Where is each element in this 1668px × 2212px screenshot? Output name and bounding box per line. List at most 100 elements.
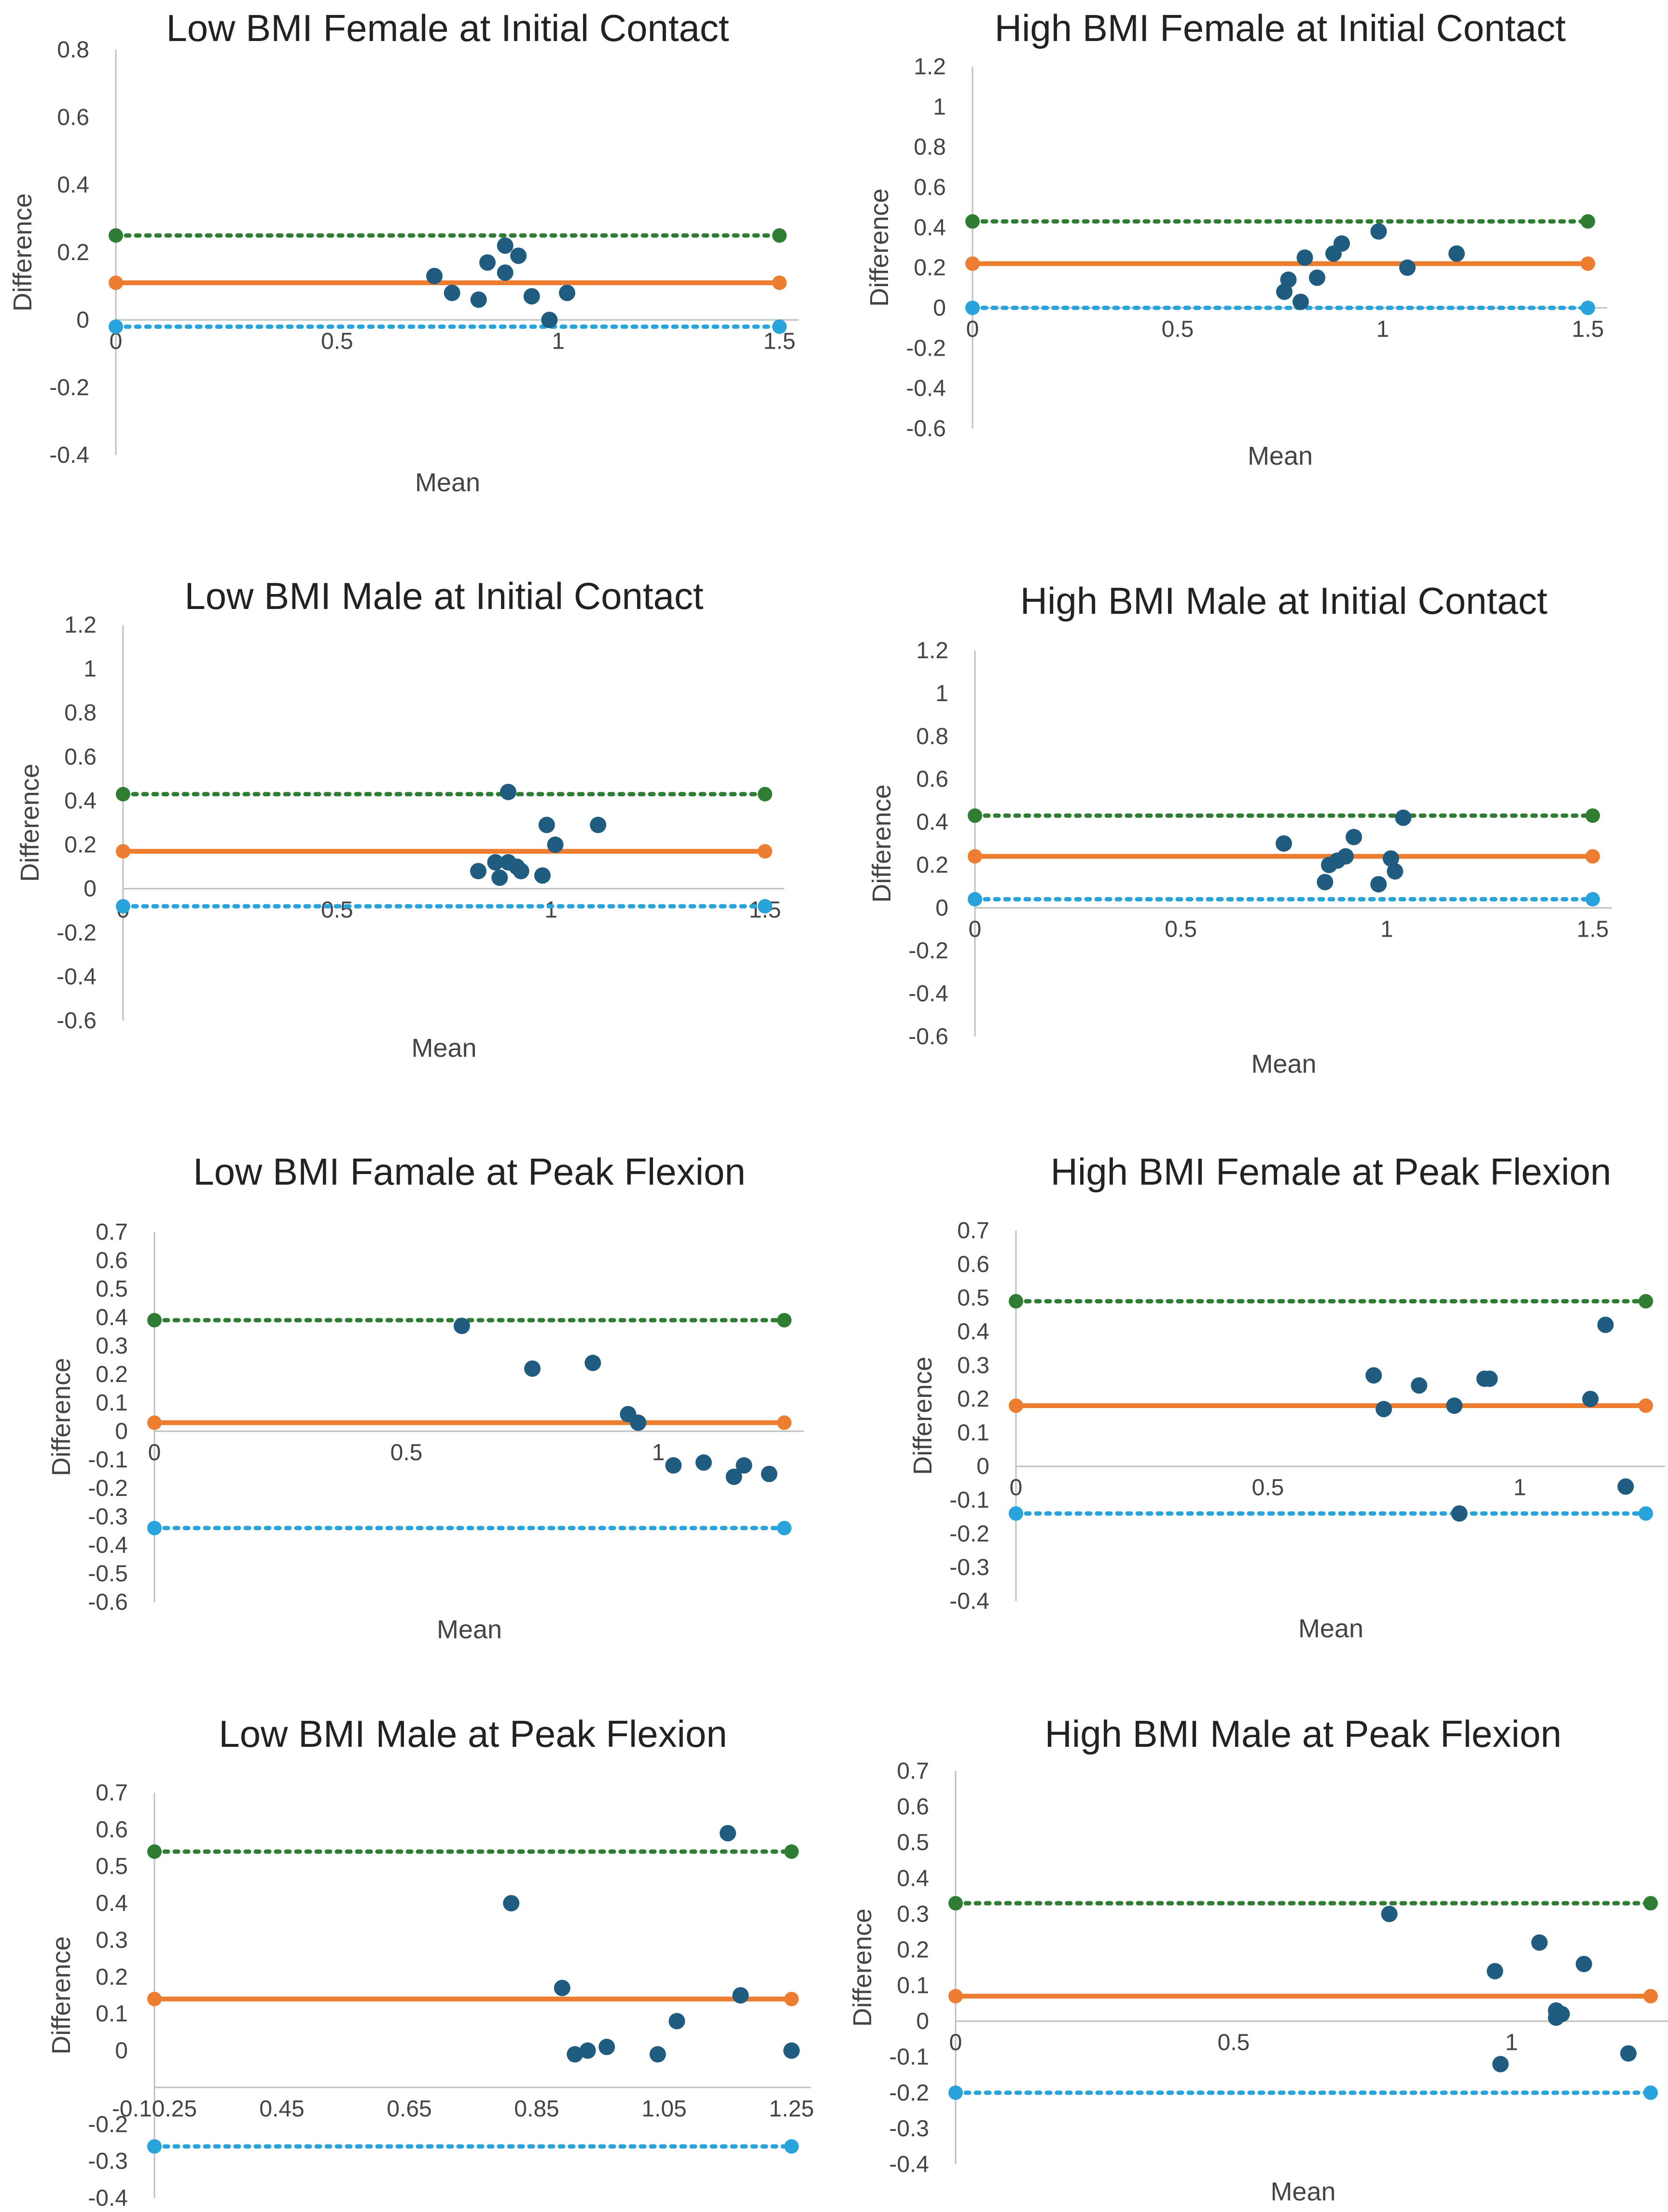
mean-difference-endpoint [147,1991,162,2006]
y-tick-label: -0.6 [906,416,946,442]
data-point [1531,1934,1548,1951]
data-point [665,1457,682,1474]
panel-4: High BMI Male at Initial Contact -0.6 -0.4… [867,580,1612,1078]
x-tick-label: 0.65 [387,2096,431,2122]
upper-limit-endpoint [116,787,130,802]
x-tick-label: 0 [148,1440,161,1465]
mean-difference-endpoint [948,1989,963,2004]
y-tick-label: -0.6 [56,1008,97,1034]
chart-title: High BMI Female at Initial Contact [995,7,1566,49]
upper-limit-endpoint [777,1313,792,1327]
chart-title: Low BMI Female at Initial Contact [166,7,729,49]
x-tick-label: 1 [1376,317,1390,342]
y-tick-label: 0.2 [96,1964,128,1990]
y-tick-label: 0 [115,2038,128,2064]
y-tick-label: -0.3 [889,2116,929,2142]
data-point [732,1987,749,2004]
x-tick-label: 1.5 [1577,916,1609,942]
mean-difference-endpoint [147,1415,162,1430]
data-point [479,254,496,271]
lower-limit-endpoint [116,899,130,914]
y-tick-label: 1.2 [916,638,948,664]
y-tick-label: 0.6 [96,1248,128,1273]
y-tick-label: -0.1 [949,1488,989,1513]
y-tick-label: 0.2 [96,1362,128,1387]
data-point [453,1317,470,1334]
y-tick-label: 0.8 [914,135,946,160]
data-point [500,784,516,801]
y-tick-label: -0.4 [908,981,948,1007]
data-point [1620,2045,1637,2062]
y-tick-label: 0.1 [957,1420,989,1446]
lower-limit-endpoint [109,319,123,334]
upper-limit-endpoint [1585,808,1600,823]
y-tick-label: -0.2 [49,375,89,401]
y-tick-label: 0.6 [916,767,948,792]
mean-difference-endpoint [758,844,772,859]
y-axis-label: Difference [47,1358,76,1476]
y-tick-label: 0.2 [57,240,89,265]
y-tick-label: 0.2 [64,832,97,858]
lower-limit-endpoint [758,899,772,914]
lower-limit-endpoint [777,1521,792,1535]
y-tick-label: 1 [933,94,946,120]
y-tick-label: 0 [976,1454,989,1479]
mean-difference-endpoint [109,276,123,290]
y-tick-label: 0.1 [897,1973,929,1999]
data-point [1296,249,1313,266]
data-point [1446,1397,1463,1414]
y-tick-label: 0.6 [96,1817,128,1842]
y-tick-label: -0.6 [908,1024,948,1050]
x-tick-label: 1 [552,329,565,354]
x-tick-label: 1 [1505,2030,1518,2056]
data-point [1487,1963,1503,1979]
x-tick-label: 1 [1380,916,1393,942]
y-tick-label: -0.2 [906,335,946,361]
x-tick-label: -0.10.25 [112,2096,197,2122]
data-point [503,1895,520,1912]
x-tick-label: 0.5 [1162,317,1194,342]
y-tick-label: -0.4 [889,2152,929,2177]
y-tick-label: -0.4 [949,1589,989,1614]
data-point [695,1454,712,1471]
upper-limit-endpoint [109,228,123,243]
data-point [1370,876,1387,893]
data-point [1399,259,1416,276]
x-tick-label: 0 [966,317,979,342]
y-tick-label: 1.2 [64,612,97,638]
data-point [649,2046,666,2063]
y-tick-label: -0.2 [88,2112,128,2137]
y-tick-label: 0.4 [916,810,948,835]
y-tick-label: 0.4 [96,1305,128,1330]
y-tick-label: 0.4 [957,1319,989,1344]
x-axis-label: Mean [1270,2177,1335,2206]
data-point [1582,1391,1599,1408]
upper-limit-endpoint [1643,1896,1658,1911]
data-point [1346,829,1362,845]
lower-limit-endpoint [784,2139,799,2154]
mean-difference-endpoint [1585,849,1600,864]
panel-2: High BMI Female at Initial Contact -0.6 -0… [865,7,1607,470]
x-tick-label: 1.05 [641,2096,686,2122]
data-point [1575,1956,1592,1973]
y-axis-label: Difference [8,193,37,311]
x-tick-label: 1.25 [769,2096,814,2122]
y-tick-label: 0 [935,895,948,921]
y-tick-label: 0.4 [96,1891,128,1916]
mean-difference-endpoint [1639,1398,1653,1413]
lower-limit-endpoint [1643,2085,1658,2100]
lower-limit-endpoint [1009,1506,1023,1521]
y-tick-label: 0.8 [57,37,89,63]
x-tick-label: 1.5 [1572,317,1604,342]
data-point [1381,1906,1398,1922]
data-point [1365,1367,1382,1384]
data-point [761,1465,778,1482]
y-tick-label: 0.8 [64,700,97,726]
y-tick-label: -0.2 [908,938,948,964]
y-tick-label: -0.4 [56,964,97,990]
y-tick-label: 0.7 [957,1218,989,1244]
chart-title: Low BMI Male at Peak Flexion [219,1713,727,1755]
data-point [1293,293,1309,310]
y-tick-label: -0.3 [88,1504,128,1530]
